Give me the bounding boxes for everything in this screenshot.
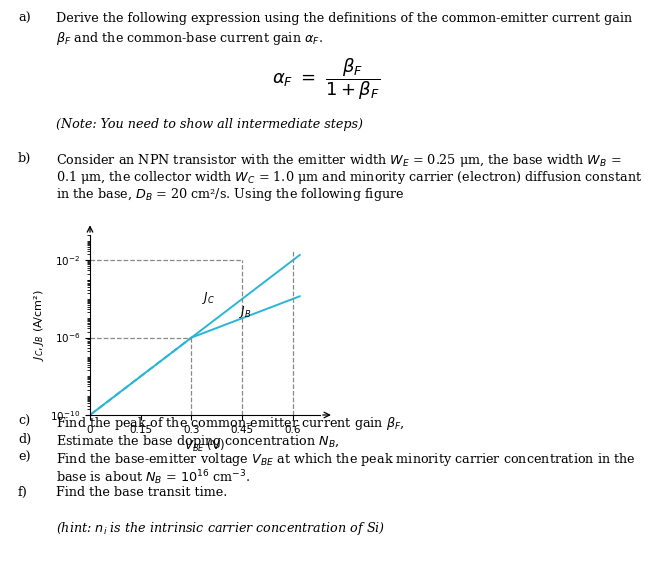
Text: Find the peak of the common-emitter current gain $\beta_F$,: Find the peak of the common-emitter curr… <box>56 415 405 432</box>
Text: base is about $N_B$ = $10^{16}$ cm$^{-3}$.: base is about $N_B$ = $10^{16}$ cm$^{-3}… <box>56 468 250 487</box>
Text: c): c) <box>18 415 30 428</box>
Text: $\alpha_F \ = \ \dfrac{\beta_F}{1 + \beta_F}$: $\alpha_F \ = \ \dfrac{\beta_F}{1 + \bet… <box>272 56 380 102</box>
Text: Find the base-emitter voltage $V_{BE}$ at which the peak minority carrier concen: Find the base-emitter voltage $V_{BE}$ a… <box>56 451 636 468</box>
Y-axis label: $J_C, J_B$ (A/cm²): $J_C, J_B$ (A/cm²) <box>32 289 46 361</box>
Text: Derive the following expression using the definitions of the common-emitter curr: Derive the following expression using th… <box>56 12 632 25</box>
Text: $J_B$: $J_B$ <box>239 304 252 320</box>
X-axis label: $V_{BE}$ (V): $V_{BE}$ (V) <box>185 438 226 454</box>
Text: e): e) <box>18 451 31 464</box>
Text: Estimate the base doping concentration $N_B$,: Estimate the base doping concentration $… <box>56 433 340 450</box>
Text: Consider an NPN transistor with the emitter width $W_E$ = 0.25 μm, the base widt: Consider an NPN transistor with the emit… <box>56 152 621 169</box>
Text: d): d) <box>18 433 31 446</box>
Text: f): f) <box>18 486 28 499</box>
Text: $J_C$: $J_C$ <box>201 290 215 306</box>
Text: in the base, $D_B$ = 20 cm²/s. Using the following figure: in the base, $D_B$ = 20 cm²/s. Using the… <box>56 186 404 203</box>
Text: (Note: You need to show all intermediate steps): (Note: You need to show all intermediate… <box>56 118 363 131</box>
Text: (hint: $n_i$ is the intrinsic carrier concentration of Si): (hint: $n_i$ is the intrinsic carrier co… <box>56 520 385 537</box>
Text: Find the base transit time.: Find the base transit time. <box>56 486 228 499</box>
Text: b): b) <box>18 152 31 165</box>
Text: $\beta_F$ and the common-base current gain $\alpha_F$.: $\beta_F$ and the common-base current ga… <box>56 30 323 47</box>
Text: a): a) <box>18 12 31 25</box>
Text: 0.1 μm, the collector width $W_C$ = 1.0 μm and minority carrier (electron) diffu: 0.1 μm, the collector width $W_C$ = 1.0 … <box>56 169 642 186</box>
